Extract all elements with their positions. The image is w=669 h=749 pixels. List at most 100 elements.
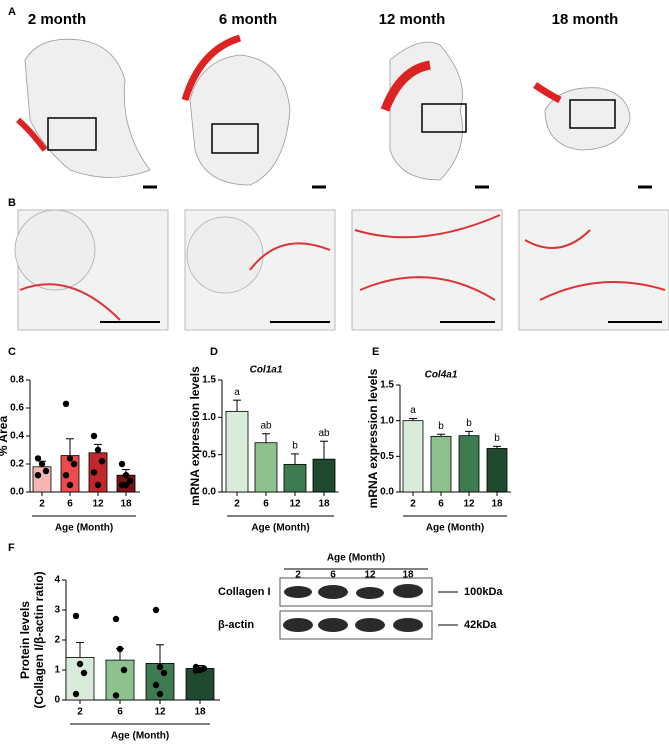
data-point bbox=[156, 663, 164, 671]
x-tick-label: 6 bbox=[263, 499, 269, 510]
data-point bbox=[156, 690, 164, 698]
chart-title: Col1a1 bbox=[250, 365, 283, 376]
data-point bbox=[122, 481, 130, 489]
data-point bbox=[66, 481, 74, 489]
y-axis-label: (Collagen I/β-actin ratio) bbox=[32, 571, 46, 708]
data-point bbox=[94, 481, 102, 489]
x-tick-label: 18 bbox=[491, 499, 503, 510]
data-point bbox=[80, 669, 88, 677]
y-axis-label: Protein levels bbox=[18, 601, 32, 679]
data-point bbox=[192, 667, 200, 674]
error-bar bbox=[262, 433, 270, 443]
y-tick-label: 1 bbox=[54, 665, 60, 676]
data-point bbox=[94, 446, 102, 454]
y-tick-label: 1.5 bbox=[202, 375, 216, 386]
x-tick-label: 2 bbox=[410, 499, 416, 510]
blot-bands bbox=[279, 568, 458, 640]
error-bar bbox=[409, 418, 417, 421]
data-point bbox=[72, 612, 80, 620]
data-point bbox=[90, 469, 98, 476]
data-point bbox=[66, 455, 74, 462]
chart-title: Col4a1 bbox=[425, 370, 458, 381]
x-tick-label: 6 bbox=[117, 707, 123, 718]
significance-letter: b bbox=[494, 433, 500, 444]
data-point bbox=[62, 400, 70, 407]
data-point bbox=[112, 692, 120, 699]
blot-size-label: 42kDa bbox=[464, 619, 497, 631]
y-tick-label: 4 bbox=[54, 575, 60, 586]
significance-letter: ab bbox=[318, 428, 330, 439]
y-tick-label: 0.0 bbox=[202, 487, 216, 498]
y-tick-label: 0.6 bbox=[10, 403, 24, 414]
x-tick-label: 12 bbox=[289, 499, 301, 510]
panel-label: A bbox=[8, 6, 16, 18]
y-tick-label: 0 bbox=[54, 695, 60, 706]
data-point bbox=[34, 455, 42, 462]
bar bbox=[486, 448, 508, 493]
blot-size-label: 100kDa bbox=[464, 586, 503, 598]
bar bbox=[283, 463, 307, 493]
x-tick-label: 12 bbox=[154, 707, 166, 718]
bar bbox=[312, 458, 336, 493]
panel-label: D bbox=[210, 346, 218, 358]
y-tick-label: 1.5 bbox=[380, 380, 394, 391]
y-tick-label: 2 bbox=[54, 635, 60, 646]
blot-row-label: β-actin bbox=[218, 619, 254, 631]
panel-b-images bbox=[14, 209, 669, 331]
y-tick-label: 0.0 bbox=[10, 487, 24, 498]
data-point bbox=[70, 460, 78, 468]
data-point bbox=[152, 606, 160, 614]
lane-label: 18 bbox=[402, 570, 414, 581]
significance-letter: b bbox=[292, 441, 298, 452]
data-point bbox=[72, 690, 80, 698]
significance-letter: b bbox=[438, 421, 444, 432]
panel-label: E bbox=[372, 346, 379, 358]
data-point bbox=[122, 472, 130, 479]
column-title: 12 month bbox=[379, 11, 446, 28]
significance-letter: a bbox=[234, 387, 240, 398]
bar bbox=[185, 668, 215, 701]
x-tick-label: 12 bbox=[92, 499, 104, 510]
data-point bbox=[160, 669, 168, 677]
y-tick-label: 0.2 bbox=[10, 459, 24, 470]
y-tick-label: 0.4 bbox=[10, 431, 24, 442]
lane-label: 6 bbox=[330, 570, 336, 581]
error-bar bbox=[320, 440, 328, 460]
panel-label: C bbox=[8, 346, 16, 358]
significance-letter: ab bbox=[260, 420, 272, 431]
error-bar bbox=[465, 430, 473, 436]
error-bar bbox=[233, 399, 241, 412]
error-bar bbox=[437, 433, 445, 437]
data-point bbox=[38, 460, 46, 468]
y-axis-label: mRNA expression levels bbox=[188, 366, 202, 506]
y-tick-label: 0.0 bbox=[380, 487, 394, 498]
x-tick-label: 2 bbox=[39, 499, 45, 510]
blot-header: Age (Month) bbox=[327, 553, 385, 564]
bar bbox=[105, 659, 135, 701]
data-point bbox=[200, 665, 208, 672]
x-tick-label: 18 bbox=[120, 499, 132, 510]
error-bar bbox=[493, 445, 501, 449]
column-title: 2 month bbox=[28, 11, 86, 28]
column-title: 18 month bbox=[552, 11, 619, 28]
panel-label: B bbox=[8, 197, 16, 209]
y-tick-label: 0.5 bbox=[202, 449, 216, 460]
y-tick-label: 1.0 bbox=[380, 415, 394, 426]
x-tick-label: 6 bbox=[438, 499, 444, 510]
x-tick-label: 2 bbox=[234, 499, 240, 510]
x-tick-label: 18 bbox=[194, 707, 206, 718]
y-axis-label: mRNA expression levels bbox=[366, 368, 380, 508]
data-point bbox=[34, 472, 42, 479]
x-tick-label: 18 bbox=[318, 499, 330, 510]
error-bar bbox=[291, 453, 299, 465]
lane-label: 2 bbox=[295, 570, 301, 581]
x-axis-label: Age (Month) bbox=[111, 731, 169, 742]
x-tick-label: 6 bbox=[67, 499, 73, 510]
bar bbox=[254, 442, 278, 493]
data-point bbox=[116, 645, 124, 653]
panel-a-images bbox=[16, 34, 652, 189]
x-tick-label: 2 bbox=[77, 707, 83, 718]
error-bar bbox=[156, 644, 164, 664]
bar bbox=[225, 410, 249, 493]
